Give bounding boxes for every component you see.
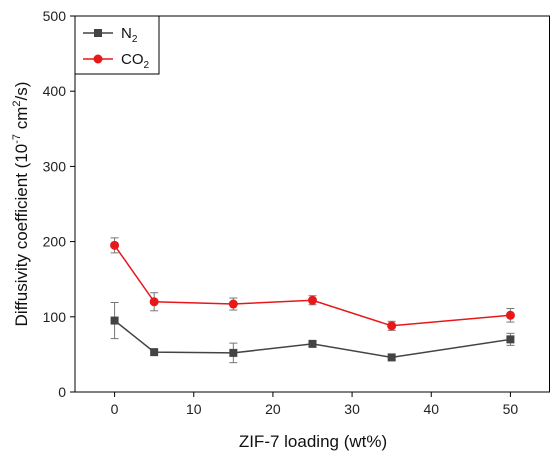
x-tick-label-50: 50 bbox=[503, 401, 519, 417]
legend-marker-co2 bbox=[93, 54, 103, 64]
y-axis-title-main: Diffusivity coefficient (10 bbox=[12, 144, 31, 327]
x-tick-label-40: 40 bbox=[423, 401, 439, 417]
legend-label-n2-sub: 2 bbox=[132, 34, 138, 45]
legend-label-n2-main: N bbox=[121, 25, 132, 42]
x-tick-label-20: 20 bbox=[265, 401, 281, 417]
data-point-co2-1 bbox=[149, 297, 159, 307]
series-line-n2 bbox=[114, 320, 511, 359]
y-tick-label-300: 300 bbox=[43, 158, 67, 174]
series-line-co2 bbox=[113, 244, 511, 327]
legend: N2 CO2 bbox=[74, 15, 160, 75]
data-point-n2-5 bbox=[506, 335, 515, 344]
x-tick-label-10: 10 bbox=[186, 401, 202, 417]
legend-label-co2-sub: 2 bbox=[144, 60, 150, 71]
y-axis-title-sup2: 2 bbox=[11, 100, 23, 106]
y-tick-label-100: 100 bbox=[43, 309, 67, 325]
series-group bbox=[110, 237, 515, 364]
y-axis-title: Diffusivity coefficient (10-7 cm2/s) bbox=[11, 82, 31, 327]
legend-label-n2: N2 bbox=[121, 25, 138, 45]
x-tick-label-30: 30 bbox=[344, 401, 360, 417]
data-point-co2-2 bbox=[228, 299, 238, 309]
legend-label-co2: CO2 bbox=[121, 51, 150, 71]
legend-label-co2-main: CO bbox=[121, 51, 144, 68]
x-axis-title: ZIF-7 loading (wt%) bbox=[239, 432, 387, 451]
series-co2 bbox=[110, 237, 515, 331]
x-tick-label-0: 0 bbox=[111, 401, 119, 417]
y-axis-title-sup1: -7 bbox=[11, 134, 23, 144]
data-point-n2-0 bbox=[110, 316, 119, 325]
data-point-n2-3 bbox=[308, 339, 317, 348]
data-point-n2-2 bbox=[229, 348, 238, 357]
y-tick-label-0: 0 bbox=[58, 384, 66, 400]
data-point-co2-3 bbox=[308, 295, 317, 305]
y-tick-label-400: 400 bbox=[43, 83, 67, 99]
y-axis-title-end: /s) bbox=[12, 82, 31, 101]
data-point-co2-5 bbox=[505, 310, 515, 320]
y-axis-title-mid: cm bbox=[12, 107, 31, 134]
legend-box bbox=[74, 15, 160, 75]
data-point-n2-4 bbox=[387, 353, 396, 362]
y-tick-label-500: 500 bbox=[43, 8, 67, 24]
data-point-n2-1 bbox=[150, 348, 159, 357]
legend-marker-n2 bbox=[94, 29, 102, 37]
data-point-co2-4 bbox=[387, 321, 397, 331]
series-n2 bbox=[110, 302, 515, 364]
y-tick-label-200: 200 bbox=[43, 234, 67, 250]
data-point-co2-0 bbox=[110, 240, 120, 250]
